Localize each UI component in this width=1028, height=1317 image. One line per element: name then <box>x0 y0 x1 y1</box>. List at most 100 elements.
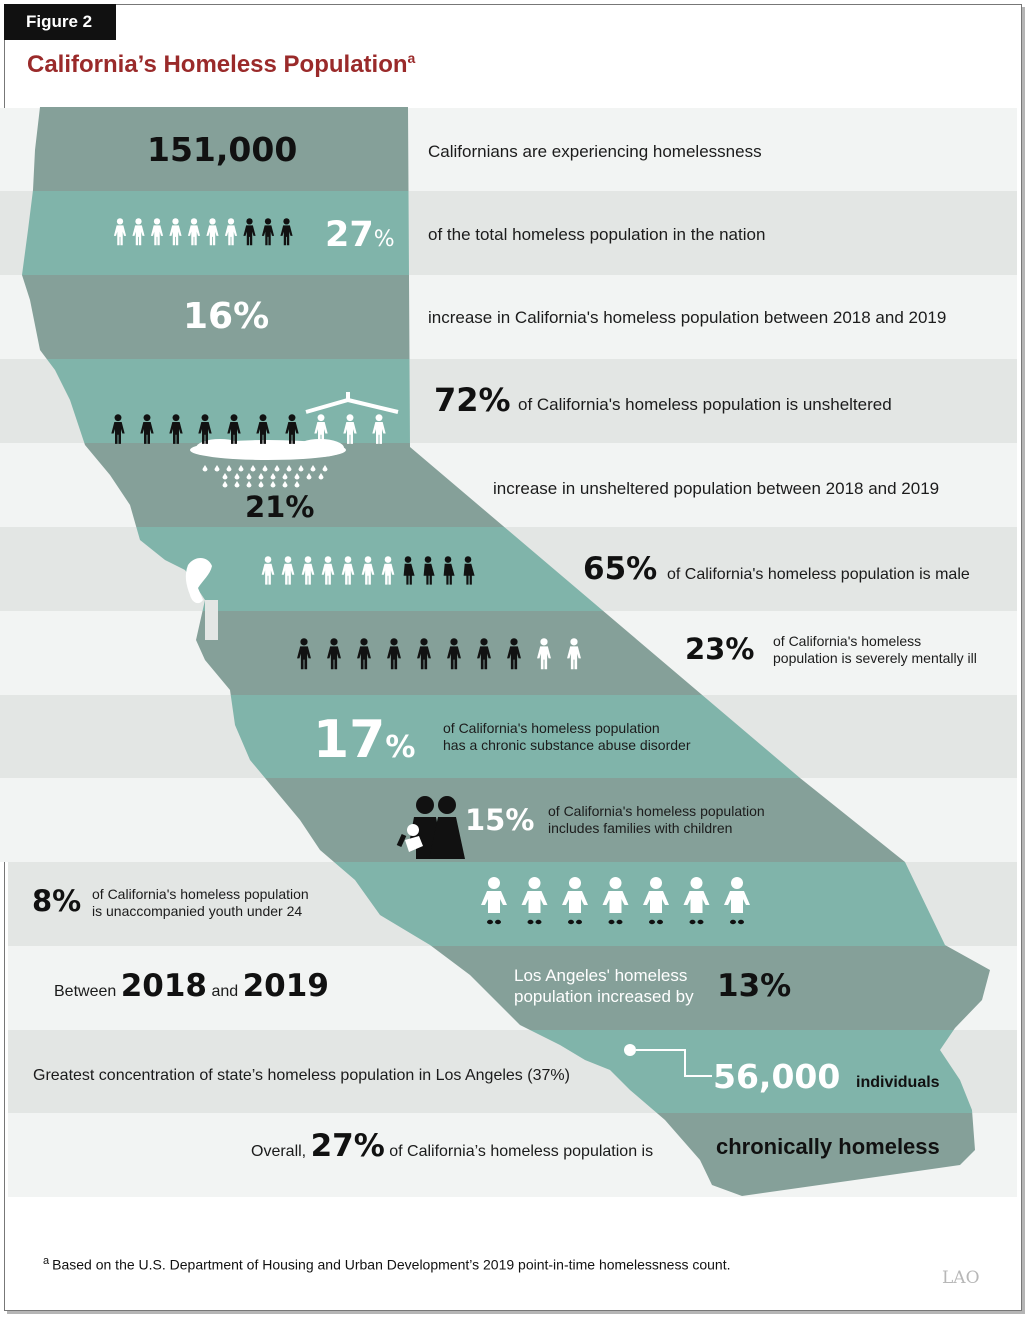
la-growth-text: Los Angeles' homeless population increase… <box>514 965 694 1007</box>
person-icon <box>132 218 145 246</box>
la-growth-line1: Los Angeles' homeless <box>514 966 688 985</box>
unsheltered-increase-value: 21% <box>245 490 315 524</box>
unsheltered-value: 72% <box>434 381 511 419</box>
mental-illness-person-icons <box>297 638 581 670</box>
nation-person-icons <box>113 218 293 246</box>
rain-drop <box>262 465 268 472</box>
person-icon <box>361 556 375 585</box>
youth-icon <box>602 877 629 925</box>
nation-share-value: 27% <box>325 215 395 255</box>
rain-drop <box>246 473 252 480</box>
mental-illness-text: of California's homeless population is se… <box>773 633 977 667</box>
rain-drop <box>270 473 276 480</box>
rain-drop <box>234 481 240 488</box>
la-individuals-suffix: individuals <box>856 1074 940 1091</box>
la-growth-year2: 2019 <box>242 968 329 1004</box>
person-icon <box>301 556 315 585</box>
substance-value: 17% <box>313 710 415 770</box>
families-text: of California's homeless population inclu… <box>548 803 765 837</box>
substance-text: of California's homeless population has a… <box>443 720 690 754</box>
person-icon <box>477 638 491 670</box>
increase-value: 16% <box>183 296 270 337</box>
la-growth-year1: 2018 <box>120 968 207 1004</box>
rain-drop <box>286 465 292 472</box>
la-individuals-value: 56,000 <box>713 1057 841 1096</box>
male-value: 65% <box>583 551 658 587</box>
youth-line1: of California's homeless population <box>92 886 309 902</box>
person-icon <box>507 638 521 670</box>
person-icon <box>357 638 371 670</box>
person-icon <box>111 414 125 444</box>
la-pointer <box>624 1044 712 1077</box>
person-icon <box>198 414 212 444</box>
mental-illness-line2: population is severely mentally ill <box>773 650 977 666</box>
rain-drop <box>282 481 288 488</box>
families-value: 15% <box>465 803 535 837</box>
person-icon <box>447 638 461 670</box>
youth-line2: is unaccompanied youth under 24 <box>92 903 303 919</box>
male-person-icons <box>261 556 475 585</box>
male-text: of California's homeless population is m… <box>667 566 970 583</box>
family-icon <box>396 796 465 859</box>
rain-drop <box>246 481 252 488</box>
person-icon <box>381 556 395 585</box>
person-icon <box>227 414 241 444</box>
person-icon <box>285 414 299 444</box>
substance-number: 17 <box>313 710 386 770</box>
rain-drop <box>258 481 264 488</box>
total-homeless-text: Californians are experiencing homelessne… <box>428 142 762 161</box>
nation-share-unit: % <box>373 227 395 252</box>
person-icon <box>169 414 183 444</box>
youth-icon <box>562 877 588 925</box>
footnote: a Based on the U.S. Department of Housing… <box>43 1255 730 1273</box>
person-icon <box>343 414 357 444</box>
rain-drop <box>214 465 220 472</box>
bay-cutout <box>185 557 218 640</box>
la-growth-pre: Between <box>54 983 117 1000</box>
person-icon <box>113 218 127 246</box>
person-icon <box>150 218 164 246</box>
total-homeless-value: 151,000 <box>147 130 298 169</box>
person-icon <box>169 218 182 246</box>
title-text: California’s Homeless Population <box>27 51 408 78</box>
person-icon <box>297 638 311 670</box>
footnote-text: Based on the U.S. Department of Housing … <box>52 1256 731 1273</box>
substance-unit: % <box>385 730 416 765</box>
youth-icon <box>643 877 669 925</box>
rain-drop <box>250 465 256 472</box>
substance-line1: of California's homeless population <box>443 720 660 736</box>
rain-drop <box>306 473 312 480</box>
rain-drop <box>282 473 288 480</box>
person-icon <box>443 556 455 585</box>
unsheltered-increase-text: increase in unsheltered population betwe… <box>493 479 940 498</box>
youth-text: of California's homeless population is un… <box>92 886 309 920</box>
title-footnote-marker: a <box>407 50 416 66</box>
person-icon <box>463 556 475 585</box>
person-icon <box>261 556 275 585</box>
rain-drop <box>298 465 304 472</box>
families-line1: of California's homeless population <box>548 803 765 819</box>
la-concentration-text: Greatest concentration of state’s homele… <box>33 1067 570 1084</box>
mental-illness-line1: of California's homeless <box>773 633 922 649</box>
person-icon <box>321 556 335 585</box>
person-icon <box>314 414 328 444</box>
figure-title: California’s Homeless Populationa <box>27 50 415 79</box>
person-icon <box>537 638 551 670</box>
person-icon <box>224 218 238 246</box>
youth-icon <box>521 877 548 925</box>
unsheltered-text: of California's homeless population is u… <box>518 395 892 414</box>
person-icon <box>423 556 435 585</box>
chronic-highlight: chronically homeless <box>716 1134 940 1159</box>
nation-share-number: 27 <box>325 215 374 255</box>
rain-drop <box>322 465 328 472</box>
chronic-value: 27% <box>310 1128 385 1164</box>
families-line2: includes families with children <box>548 820 733 836</box>
rain-drop <box>222 481 228 488</box>
la-growth-line2: population increased by <box>514 987 694 1006</box>
chronic-text: of California’s homeless population is <box>389 1143 654 1160</box>
substance-line2: has a chronic substance abuse disorder <box>443 737 691 753</box>
rain-drop <box>270 481 276 488</box>
person-icon <box>341 556 355 585</box>
rain-drop <box>234 473 240 480</box>
